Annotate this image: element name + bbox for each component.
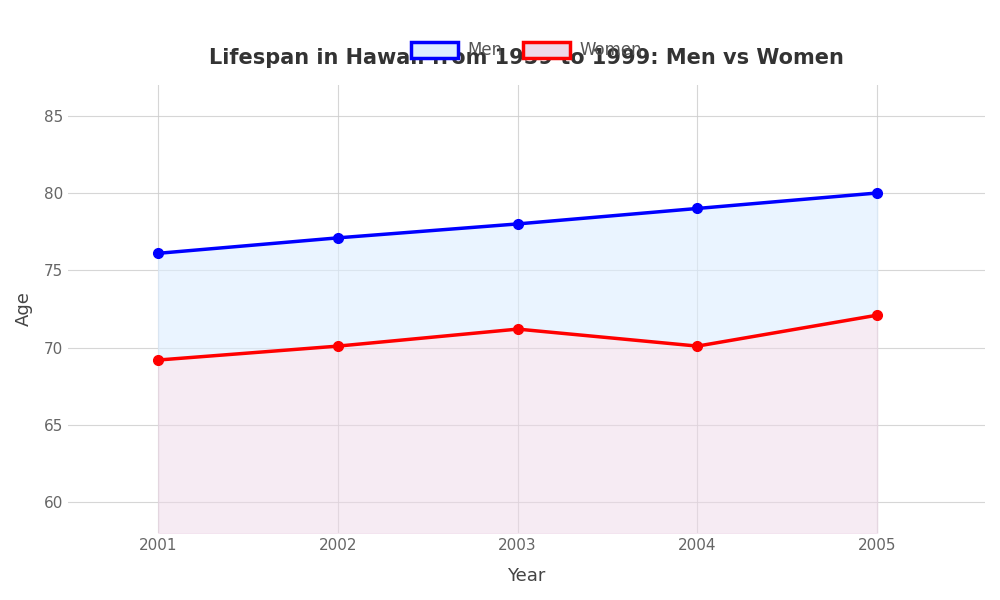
Women: [871, 311, 883, 319]
Women: [691, 343, 703, 350]
Men: [871, 190, 883, 197]
Title: Lifespan in Hawaii from 1959 to 1999: Men vs Women: Lifespan in Hawaii from 1959 to 1999: Me…: [209, 48, 844, 68]
X-axis label: Year: Year: [507, 567, 546, 585]
Women: [152, 356, 164, 364]
Women: [512, 325, 524, 332]
Men: [332, 234, 344, 241]
Y-axis label: Age: Age: [15, 292, 33, 326]
Line: Women: Women: [153, 310, 882, 365]
Legend: Men, Women: Men, Women: [404, 35, 649, 66]
Men: [512, 220, 524, 227]
Line: Men: Men: [153, 188, 882, 258]
Men: [152, 250, 164, 257]
Men: [691, 205, 703, 212]
Women: [332, 343, 344, 350]
